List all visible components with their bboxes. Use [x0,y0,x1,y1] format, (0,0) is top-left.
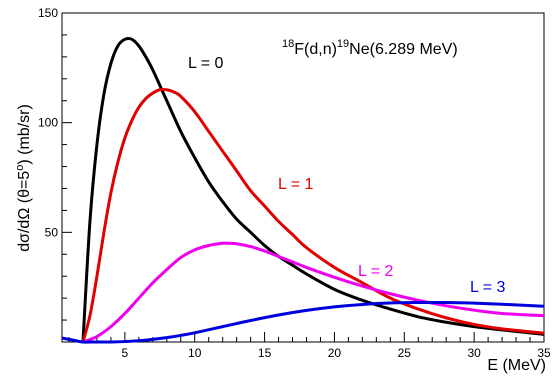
reaction-title: 18F(d,n)19Ne(6.289 MeV) [282,38,458,58]
x-tick-label: 25 [398,346,412,360]
series-label-l0: L = 0 [188,55,224,72]
plot-frame [61,12,545,343]
series-label-l2: L = 2 [358,263,394,280]
series-line-l3 [61,300,545,344]
series-line-l0 [81,37,545,343]
curves [61,37,545,344]
series-line-l2 [82,241,545,344]
axes: 5 10 15 20 25 30 35 50 100 150 [38,6,551,360]
x-tick-label: 5 [122,346,129,360]
x-tick-label: 30 [467,346,481,360]
x-tick-label: 10 [188,346,202,360]
series-label-l3: L = 3 [470,279,506,296]
x-tick-label: 35 [537,346,551,360]
x-tick-label: 15 [258,346,272,360]
x-tick-label: 20 [328,346,342,360]
y-tick-label: 100 [38,116,58,130]
series-label-l1: L = 1 [278,176,314,193]
y-axis-title: dσ/dΩ (θ=5o) (mb/sr) [14,104,33,252]
series-line-l1 [81,87,545,343]
x-axis-title: E (MeV) [487,357,546,374]
y-tick-label: 50 [45,225,59,239]
y-tick-label: 150 [38,6,58,20]
